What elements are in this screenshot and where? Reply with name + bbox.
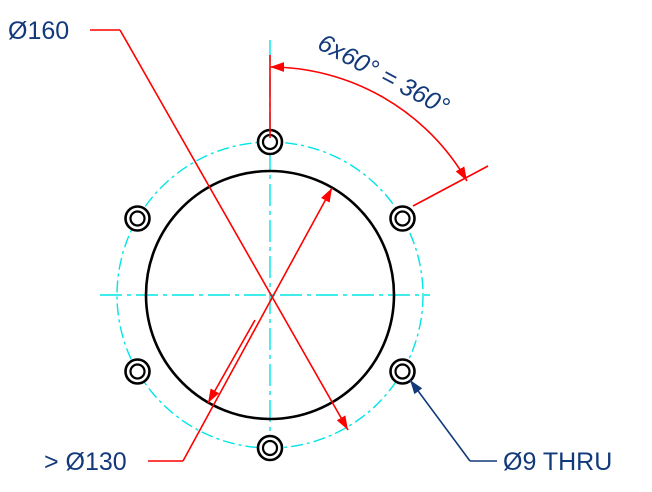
bolt-hole (389, 205, 416, 232)
bolt-hole-inner-ring (394, 363, 411, 380)
outer-diameter-dimension (90, 29, 349, 431)
hole-callout-leader (409, 379, 497, 462)
bolt-holes (124, 128, 416, 462)
angle-extension-line-60 (412, 165, 489, 207)
bolt-hole (389, 358, 416, 385)
centerlines (100, 40, 430, 460)
angle-spec-label: 6x60° = 360° (313, 29, 454, 122)
inner-diameter-arrow-lower (207, 319, 256, 404)
bolt-hole-inner-ring (261, 439, 279, 457)
inner-diameter-dimension-line (182, 187, 333, 462)
hole-spec-label: Ø9 THRU (503, 448, 612, 476)
outer-diameter-label: Ø160 (8, 17, 69, 45)
angle-dimension-arc (269, 62, 468, 182)
bolt-hole-inner-ring (129, 210, 146, 227)
bolt-hole-inner-ring (129, 363, 146, 380)
outer-diameter-dimension-line (119, 29, 349, 431)
bolt-hole-inner-ring (394, 210, 411, 227)
bolt-hole (124, 358, 151, 385)
bolt-hole (124, 205, 151, 232)
inner-diameter-label: > Ø130 (44, 448, 127, 476)
inner-diameter-dimension (148, 187, 333, 462)
bolt-hole (256, 434, 284, 462)
angle-dimension (269, 55, 489, 207)
hole-leader-line (409, 379, 471, 462)
